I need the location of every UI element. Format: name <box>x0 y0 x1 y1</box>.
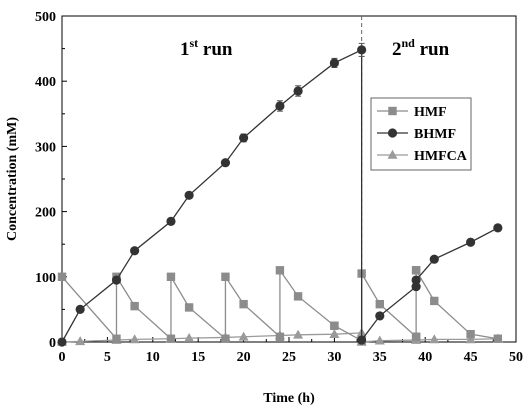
legend-label-bhmf: BHMF <box>414 127 456 142</box>
data-point-bhmf <box>130 246 140 256</box>
x-tick-label: 20 <box>237 350 251 365</box>
data-point-hmf <box>275 266 285 275</box>
data-point-hmf <box>166 272 176 281</box>
x-tick-label: 40 <box>418 350 432 365</box>
x-axis-title: Time (h) <box>263 391 315 406</box>
x-tick-label: 15 <box>191 350 205 365</box>
legend-entry-hmfca: HMFCA <box>377 149 468 164</box>
legend-box <box>370 97 472 171</box>
y-tick-label: 400 <box>35 75 56 90</box>
data-point-hmf <box>275 332 285 341</box>
data-point-hmf <box>330 321 339 330</box>
run-2-text: run <box>415 39 450 60</box>
data-point-hmf <box>411 332 421 341</box>
data-point-hmf <box>112 334 121 343</box>
y-tick-label: 200 <box>35 206 56 221</box>
x-tick-label: 35 <box>373 350 387 365</box>
legend-entries: HMF BHMF HMFCA <box>377 105 468 164</box>
data-point-bhmf <box>275 101 285 111</box>
data-point-hmf <box>130 301 139 311</box>
data-point-bhmf <box>166 216 176 226</box>
data-point-hmfca <box>129 334 140 344</box>
legend: HMF BHMF HMFCA <box>370 97 472 171</box>
data-point-bhmf <box>75 304 85 314</box>
x-tick-label: 0 <box>59 350 66 365</box>
data-point-bhmf <box>220 158 231 168</box>
data-point-hmf <box>493 334 503 343</box>
y-tick-label: 100 <box>35 271 56 286</box>
x-tick-label: 10 <box>146 350 160 365</box>
data-point-hmf <box>293 292 303 301</box>
data-point-hmf <box>411 266 421 275</box>
run-1-text: run <box>198 39 233 60</box>
legend-marker-bhmf <box>387 128 398 138</box>
data-point-bhmf <box>357 45 367 55</box>
data-point-bhmf <box>411 281 421 292</box>
data-point-bhmf <box>57 337 67 347</box>
run-1-number: 1 <box>180 39 190 60</box>
data-point-bhmf <box>493 223 503 233</box>
data-point-hmf <box>184 303 194 312</box>
run-2-number: 2 <box>392 39 402 60</box>
series-layer <box>57 42 503 347</box>
x-tick-label: 5 <box>104 350 111 365</box>
data-point-hmfca <box>293 329 304 339</box>
legend-entry-bhmf: BHMF <box>377 127 456 142</box>
data-point-hmf <box>221 334 230 343</box>
legend-label-hmfca: HMFCA <box>414 149 468 164</box>
data-point-hmf <box>239 299 248 309</box>
series-bhmf <box>57 42 503 347</box>
data-point-bhmf <box>329 58 339 68</box>
data-point-bhmf <box>429 254 439 264</box>
plot-frame <box>61 15 517 343</box>
x-tick-label: 30 <box>327 350 341 365</box>
data-point-hmfca <box>329 328 340 338</box>
data-point-bhmf <box>466 237 476 247</box>
run-1-suffix: st <box>190 36 199 50</box>
data-point-hmf <box>221 272 230 281</box>
data-point-bhmf <box>375 311 385 321</box>
data-point-bhmf <box>293 86 303 96</box>
data-point-hmf <box>430 296 439 306</box>
run-1-label: 1st run <box>180 36 233 60</box>
x-tick-label: 45 <box>464 350 478 365</box>
y-axis-title: Concentration (mM) <box>5 117 20 241</box>
legend-marker-hmf <box>388 106 397 116</box>
series-hmf <box>57 266 503 345</box>
legend-marker-hmfca <box>387 149 398 159</box>
data-point-bhmf <box>111 275 122 285</box>
x-tick-label: 25 <box>282 350 296 365</box>
data-point-hmf <box>375 299 384 309</box>
data-point-hmf <box>466 329 475 339</box>
data-point-hmfca <box>429 334 440 344</box>
data-point-bhmf <box>357 335 367 345</box>
data-point-hmfca <box>465 334 476 344</box>
legend-entry-hmf: HMF <box>377 105 447 120</box>
series-line-hmf <box>61 267 498 342</box>
data-point-hmfca <box>238 331 249 341</box>
data-point-bhmf <box>411 275 421 285</box>
data-point-hmf <box>57 272 67 281</box>
x-tick-label: 50 <box>509 350 523 365</box>
y-tick-label: 0 <box>49 336 56 351</box>
y-tick-label: 300 <box>35 140 56 155</box>
data-point-hmfca <box>75 336 86 346</box>
y-tick-label: 500 <box>35 10 56 25</box>
legend-label-hmf: HMF <box>414 105 447 120</box>
data-point-hmfca <box>374 335 385 345</box>
data-point-bhmf <box>239 133 249 143</box>
data-point-bhmf <box>184 190 194 200</box>
data-point-hmfca <box>184 332 195 342</box>
run-2-label: 2nd run <box>392 36 450 60</box>
data-point-hmf <box>166 334 176 343</box>
run-2-suffix: nd <box>402 36 416 50</box>
